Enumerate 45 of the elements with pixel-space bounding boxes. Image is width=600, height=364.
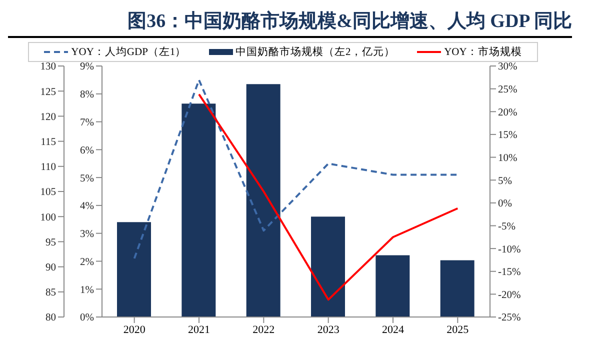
line-series — [198, 93, 459, 301]
y3-tick-label: -10% — [498, 244, 521, 256]
y2-tick-label: 80 — [46, 312, 56, 324]
y3-tick-label: -20% — [498, 290, 521, 301]
y3-tick-label: -15% — [498, 267, 521, 278]
x-tick-label: 2022 — [252, 324, 275, 336]
y2-tick-label: 100 — [40, 212, 56, 224]
y2-tick-label: 85 — [46, 288, 56, 299]
line-series — [133, 78, 459, 260]
y2-tick-label: 125 — [40, 86, 56, 98]
y-tick-label: 1% — [80, 284, 94, 296]
y3-tick-label: 5% — [498, 176, 512, 187]
y3-tick-label: -25% — [498, 312, 521, 324]
y2-tick-label: 90 — [46, 262, 56, 274]
y-tick-label: 6% — [80, 145, 94, 156]
y2-tick-label: 115 — [40, 137, 56, 148]
y3-tick-label: 20% — [498, 107, 518, 118]
y2-tick-label: 130 — [40, 62, 56, 73]
y2-tick-label: 105 — [40, 187, 56, 198]
x-tick-label: 2023 — [317, 324, 340, 336]
x-tick-label: 2024 — [382, 324, 404, 336]
y-tick-label: 9% — [80, 62, 94, 73]
chart-title: 图36：中国奶酪市场规模&同比增速、人均 GDP 同比 — [8, 8, 572, 38]
y-tick-label: 2% — [80, 256, 94, 268]
x-tick-label: 2021 — [188, 324, 210, 336]
legend-label: YOY：市场规模 — [444, 45, 522, 59]
x-tick-label: 2020 — [123, 324, 146, 336]
y2-tick-label: 95 — [46, 237, 56, 248]
y3-tick-label: 15% — [498, 130, 518, 142]
y-tick-label: 5% — [80, 173, 94, 184]
y-tick-label: 7% — [80, 118, 94, 129]
y2-tick-label: 120 — [40, 112, 56, 123]
y3-tick-label: -5% — [498, 221, 516, 232]
y2-tick-label: 110 — [40, 162, 56, 174]
y3-tick-label: 25% — [498, 84, 518, 96]
y-tick-label: 4% — [80, 201, 94, 212]
y-tick-label: 0% — [80, 312, 94, 324]
legend-label: 中国奶酪市场规模（左2，亿元） — [236, 45, 395, 59]
x-tick-label: 2025 — [446, 324, 470, 336]
y3-tick-label: 10% — [498, 153, 518, 164]
y-tick-label: 8% — [80, 90, 94, 101]
legend-label: YOY：人均GDP（左1） — [71, 46, 186, 59]
y3-tick-label: 30% — [498, 62, 518, 73]
y-tick-label: 3% — [80, 229, 94, 240]
y3-tick-label: 0% — [498, 198, 512, 210]
